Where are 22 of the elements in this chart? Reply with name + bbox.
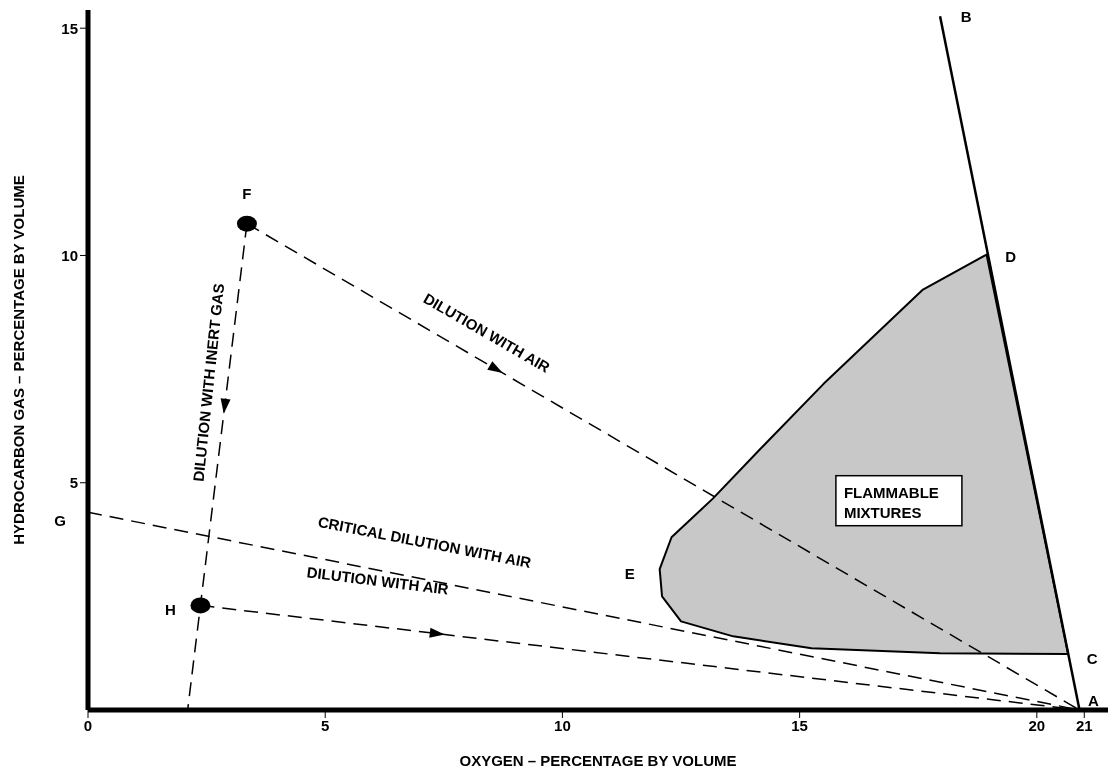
y-tick-label: 5 xyxy=(69,474,78,492)
annotation: D xyxy=(1005,248,1017,266)
annotation: DILUTION WITH AIR xyxy=(305,563,450,598)
y-axis-title: HYDROCARBON GAS – PERCENTAGE BY VOLUME xyxy=(10,175,27,545)
annotation: FLAMMABLE MIXTURES xyxy=(843,483,939,521)
annotation: H xyxy=(165,600,176,618)
annotation: B xyxy=(960,7,972,25)
annotation: G xyxy=(54,511,66,529)
x-tick-label: 5 xyxy=(321,716,330,734)
annotation: C xyxy=(1086,649,1098,667)
x-tick-label: 15 xyxy=(791,716,808,734)
x-tick-label: 20 xyxy=(1028,716,1046,734)
annotation: DILUTION WITH INERT GAS xyxy=(189,282,228,483)
x-tick-label: 0 xyxy=(83,716,93,734)
y-tick-label: 15 xyxy=(61,19,78,37)
y-tick-label: 10 xyxy=(61,246,78,264)
x-axis-title: OXYGEN – PERCENTAGE BY VOLUME xyxy=(459,752,737,769)
x-tick-label: 10 xyxy=(554,716,571,734)
annotation: E xyxy=(624,564,635,582)
x-tick-label: 21 xyxy=(1075,716,1093,734)
annotation: A xyxy=(1088,691,1100,709)
annotation: F xyxy=(242,185,252,203)
